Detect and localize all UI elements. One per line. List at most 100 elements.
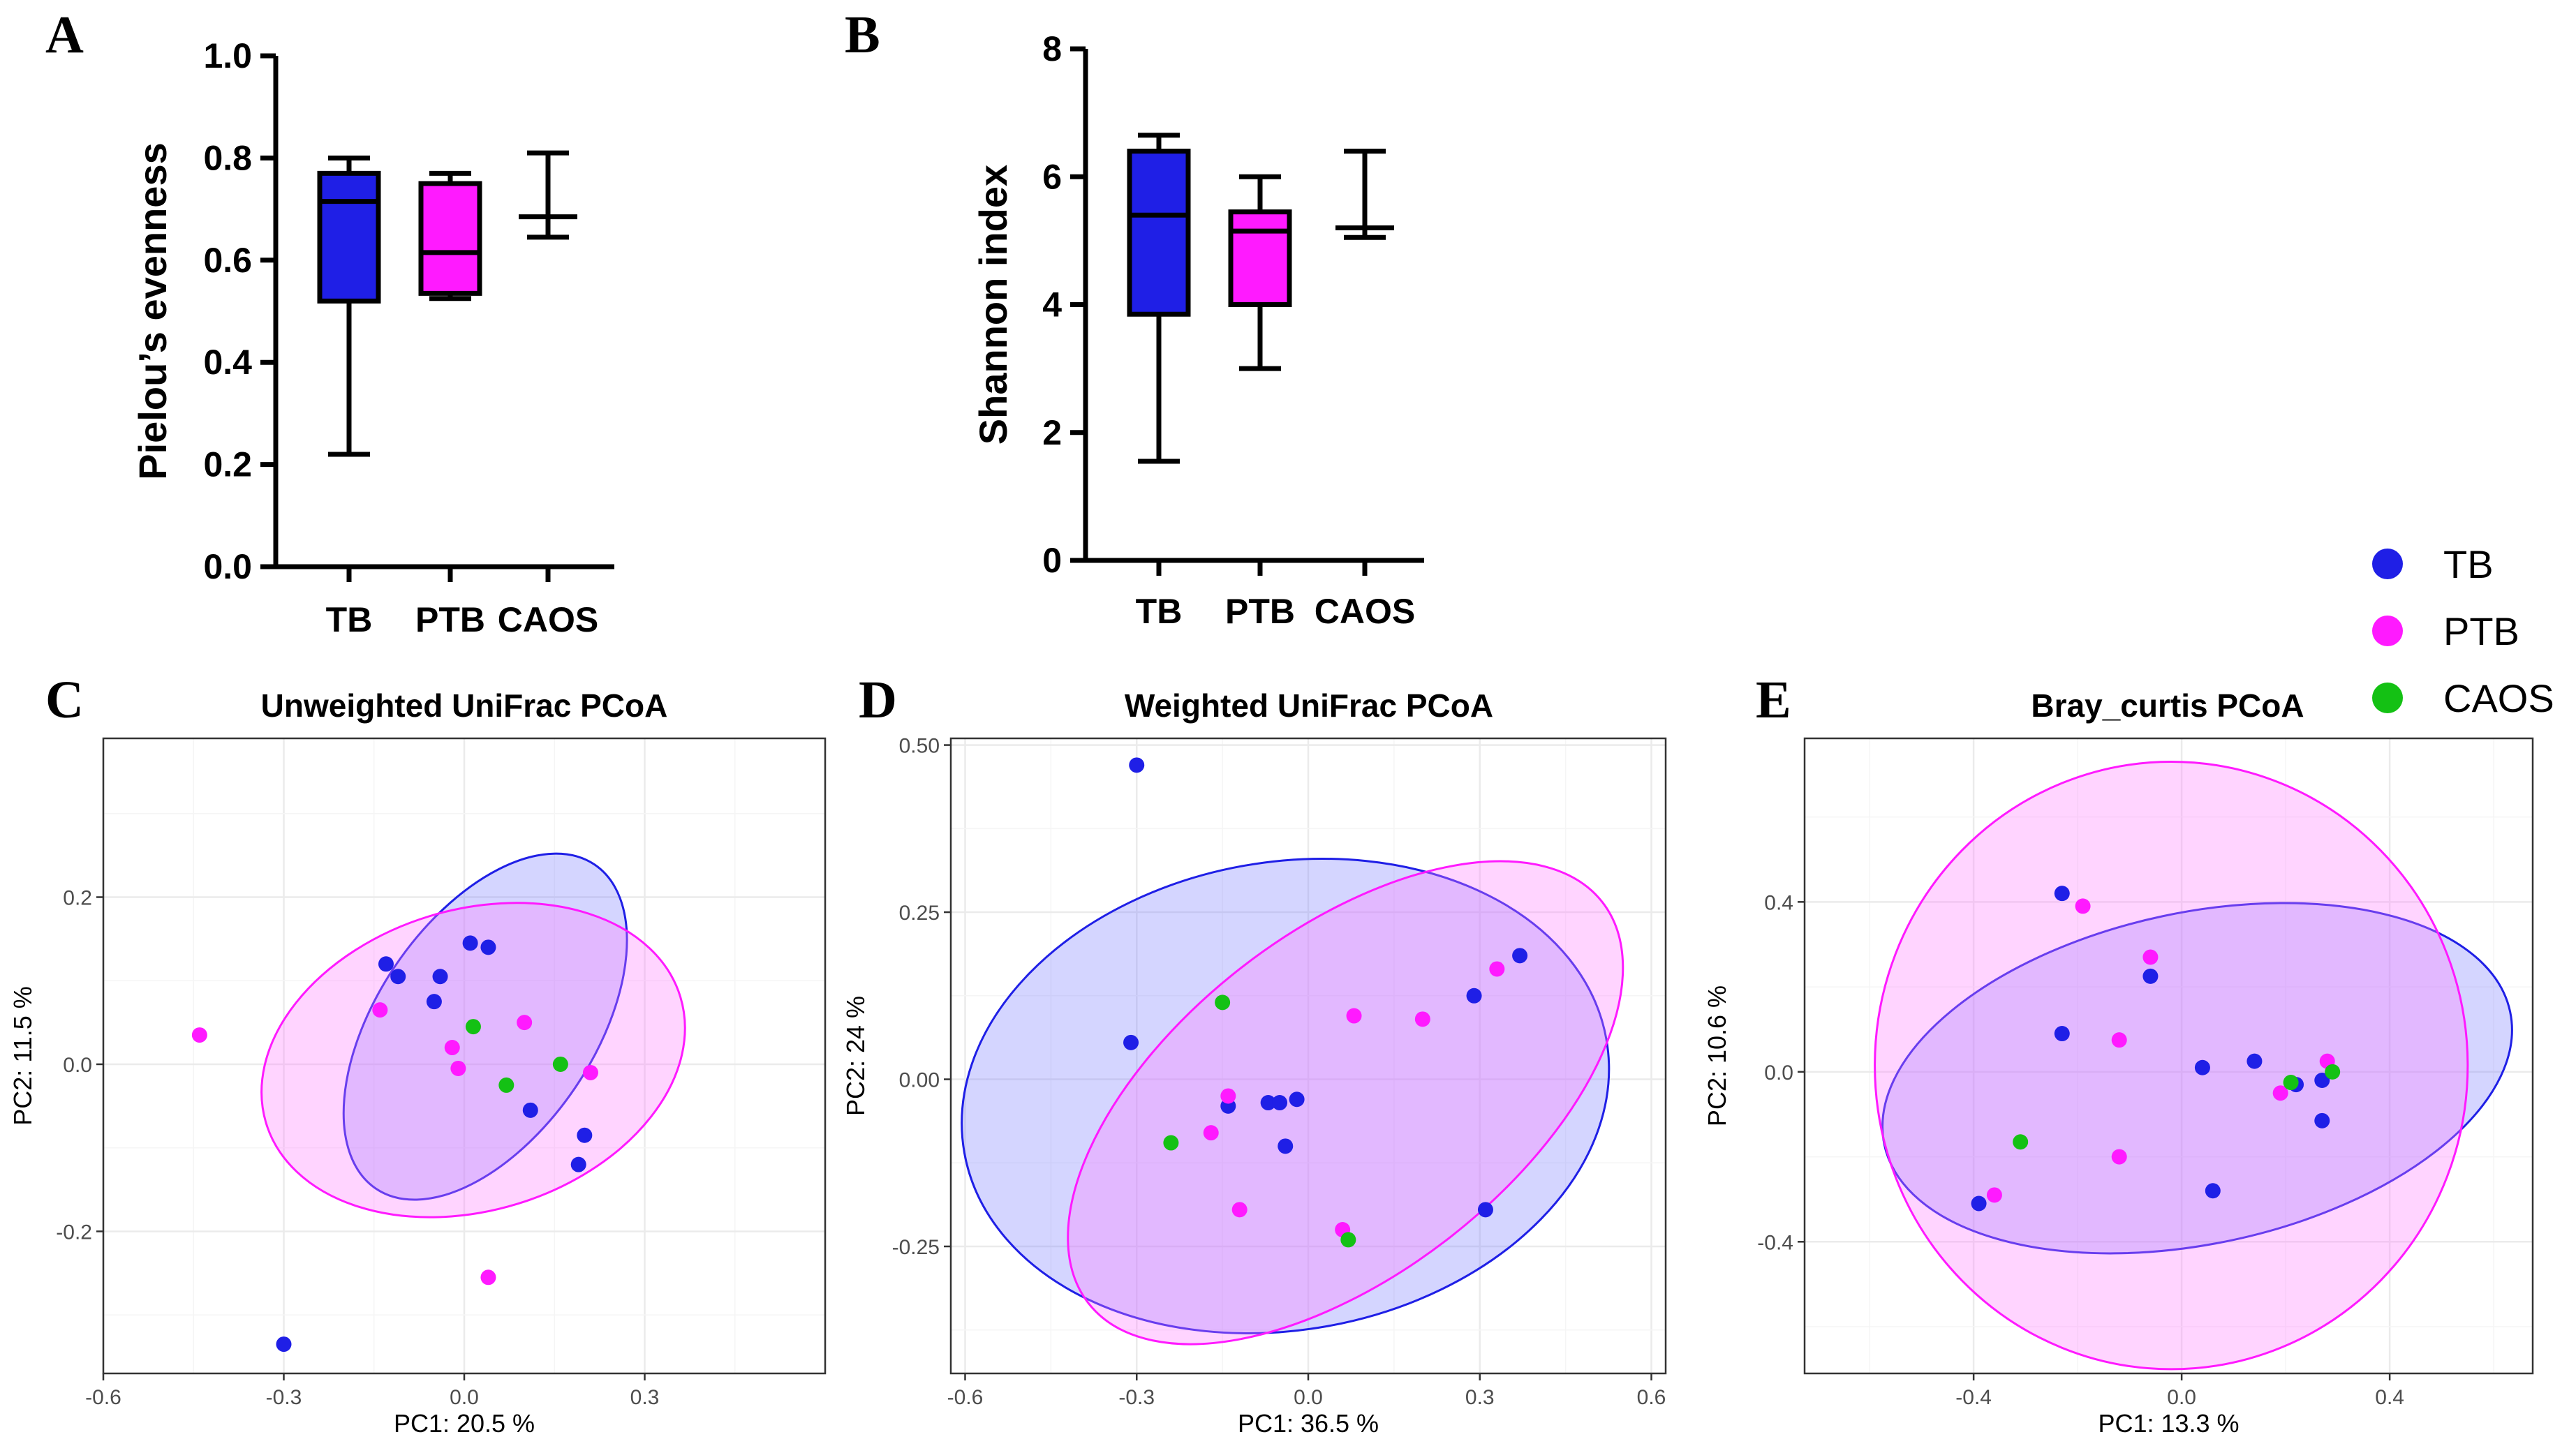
point-tb — [2314, 1073, 2330, 1088]
point-ptb — [1231, 1202, 1248, 1218]
chart-title: Bray_curtis PCoA — [2031, 687, 2304, 724]
point-tb — [2314, 1112, 2330, 1128]
point-tb — [462, 935, 478, 951]
x-tick-label: 0.3 — [1465, 1386, 1495, 1409]
point-tb — [2054, 886, 2070, 902]
y-tick-label: 0.8 — [203, 138, 252, 177]
point-ptb — [191, 1027, 207, 1043]
point-tb — [2054, 1026, 2070, 1042]
point-caos — [1215, 994, 1231, 1011]
y-tick-label: 0.2 — [203, 445, 252, 484]
point-ptb — [444, 1040, 460, 1056]
point-tb — [390, 969, 406, 985]
pcoa-unweighted-unifrac: -0.6 -0.3 0.0 0.3 -0.2 0.0 0.2 Unweighted UniFr… — [8, 687, 827, 1438]
point-caos — [1163, 1135, 1179, 1151]
point-ptb — [1986, 1187, 2002, 1203]
y-tick-label: -0.2 — [56, 1221, 92, 1244]
y-axis-label: Pielou’s evenness — [131, 142, 175, 480]
x-tick-label: 0.6 — [1637, 1386, 1666, 1409]
point-ptb — [2111, 1032, 2127, 1048]
panel-letter-c: C — [45, 671, 84, 729]
point-tb — [432, 969, 448, 985]
point-ptb — [2272, 1085, 2288, 1101]
point-caos — [2325, 1064, 2341, 1080]
point-ptb — [2111, 1149, 2127, 1165]
x-tick-label: TB — [326, 600, 373, 639]
x-tick-label: -0.6 — [947, 1386, 984, 1409]
point-tb — [522, 1102, 538, 1118]
x-axis-label: PC1: 20.5 % — [394, 1409, 535, 1438]
y-tick-label: 0.2 — [63, 887, 92, 910]
point-tb — [1272, 1095, 1288, 1111]
point-tb — [1129, 757, 1145, 773]
box-tb — [317, 170, 381, 304]
chart-title: Weighted UniFrac PCoA — [1125, 687, 1493, 724]
point-tb — [480, 939, 496, 955]
y-tick-label: 0.6 — [203, 241, 252, 280]
y-tick-label: 8 — [1042, 29, 1062, 68]
point-tb — [2246, 1053, 2263, 1069]
y-tick-label: 0.25 — [899, 902, 940, 925]
point-caos — [465, 1019, 481, 1035]
boxplot-pielou: 0.0 0.2 0.4 0.6 0.8 1.0 TB PTB CAOS Pielou’s even… — [131, 36, 614, 639]
point-caos — [552, 1056, 568, 1072]
box-ptb — [418, 181, 482, 296]
confidence-ellipse-tb — [342, 852, 628, 1201]
point-tb — [2205, 1183, 2221, 1199]
panel-letter-b: B — [845, 6, 880, 64]
point-tb — [577, 1127, 593, 1143]
point-tb — [1260, 1095, 1276, 1111]
legend-label-tb: TB — [2443, 542, 2494, 586]
x-tick-label: -0.4 — [1955, 1386, 1992, 1409]
x-tick-label: CAOS — [1315, 592, 1415, 631]
y-tick-label: 1.0 — [203, 36, 252, 75]
legend: TB PTB CAOS — [2372, 542, 2554, 720]
point-ptb — [450, 1060, 466, 1076]
y-tick-label: -0.25 — [892, 1236, 940, 1259]
y-tick-label: 0.0 — [203, 547, 252, 586]
legend-marker-ptb — [2372, 616, 2403, 646]
y-axis-label: PC2: 10.6 % — [1703, 985, 1731, 1126]
point-ptb — [582, 1064, 598, 1080]
point-caos — [2013, 1134, 2029, 1150]
x-tick-label: -0.3 — [266, 1386, 302, 1409]
point-tb — [1512, 948, 1528, 964]
x-tick-label: -0.6 — [85, 1386, 121, 1409]
y-tick-label: 0.00 — [899, 1069, 940, 1092]
y-tick-label: 0.0 — [63, 1054, 92, 1077]
point-ptb — [2075, 898, 2091, 914]
confidence-ellipse-tb — [961, 857, 1611, 1334]
x-axis-label: PC1: 13.3 % — [2098, 1409, 2239, 1438]
point-caos — [2283, 1075, 2299, 1091]
point-ptb — [1489, 961, 1505, 977]
x-axis-label: PC1: 36.5 % — [1238, 1409, 1379, 1438]
point-ptb — [1346, 1008, 1362, 1024]
point-caos — [498, 1077, 515, 1093]
point-tb — [1971, 1195, 1987, 1212]
panel-letter-a: A — [45, 6, 84, 64]
x-tick-label: 0.3 — [630, 1386, 660, 1409]
legend-label-caos: CAOS — [2443, 676, 2554, 720]
point-tb — [1477, 1202, 1493, 1218]
point-tb — [1123, 1034, 1139, 1050]
legend-marker-caos — [2372, 683, 2403, 713]
box-ptb — [1228, 209, 1292, 307]
x-tick-label: 0.0 — [450, 1386, 479, 1409]
x-tick-label: 0.0 — [2167, 1386, 2196, 1409]
y-tick-label: 0.50 — [899, 735, 940, 758]
point-caos — [1340, 1232, 1356, 1248]
y-tick-label: 0.0 — [1764, 1061, 1793, 1085]
plot-border — [1803, 737, 2534, 1375]
point-ptb — [1220, 1088, 1236, 1104]
y-axis-label: Shannon index — [971, 165, 1015, 445]
point-tb — [1289, 1091, 1305, 1108]
legend-marker-tb — [2372, 549, 2403, 579]
y-tick-label: 4 — [1042, 285, 1062, 325]
point-tb — [2194, 1059, 2210, 1075]
x-tick-label: PTB — [415, 600, 485, 639]
point-tb — [1278, 1138, 1294, 1154]
point-tb — [426, 994, 442, 1010]
x-tick-label: PTB — [1225, 592, 1295, 631]
point-tb — [2142, 968, 2159, 984]
